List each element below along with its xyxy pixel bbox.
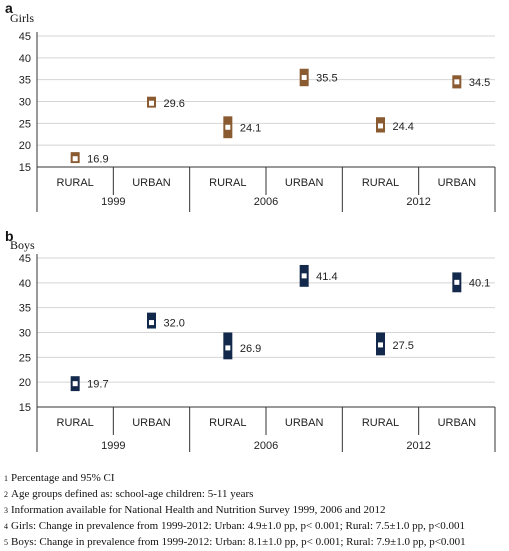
y-tick-label: 15 [19, 162, 31, 174]
footnote-number: 5 [4, 538, 8, 547]
data-point [300, 73, 308, 81]
x-tick-label: RURAL [57, 177, 94, 189]
data-point [148, 99, 155, 107]
data-point [377, 122, 384, 130]
y-tick-label: 35 [19, 75, 31, 87]
x-tick-label: URBAN [285, 417, 324, 429]
data-label: 19.7 [87, 379, 108, 391]
data-label: 27.5 [393, 340, 414, 352]
data-point [377, 341, 384, 349]
data-point [300, 272, 308, 280]
data-label: 35.5 [316, 72, 337, 84]
data-point [71, 380, 79, 388]
y-tick-label: 45 [19, 253, 31, 265]
footnote: 5 Boys: Change in prevalence from 1999-20… [4, 534, 466, 551]
y-tick-label: 30 [19, 97, 31, 109]
y-tick-label: 20 [19, 140, 31, 152]
footnote-number: 1 [4, 474, 8, 483]
data-point [453, 78, 461, 86]
data-label: 24.1 [240, 122, 261, 134]
group-label: 2012 [406, 440, 430, 452]
footnote-number: 2 [4, 490, 8, 499]
y-tick-label: 15 [19, 402, 31, 414]
x-tick-label: URBAN [438, 417, 477, 429]
footnote: 2 Age groups defined as: school-age child… [4, 486, 253, 503]
panel-title: Boys [10, 238, 35, 252]
group-label: 1999 [101, 440, 125, 452]
y-tick-label: 45 [19, 31, 31, 43]
y-tick-label: 25 [19, 352, 31, 364]
x-tick-label: RURAL [57, 417, 94, 429]
footnote-text: Age groups defined as: school-age childr… [11, 488, 254, 500]
panel-title: Girls [10, 11, 34, 25]
y-tick-label: 20 [19, 377, 31, 389]
footnote-number: 3 [4, 506, 8, 515]
x-tick-label: URBAN [132, 177, 171, 189]
data-label: 40.1 [469, 277, 490, 289]
y-tick-label: 30 [19, 328, 31, 340]
footnote-number: 4 [4, 522, 8, 531]
data-point [148, 319, 155, 327]
x-tick-label: URBAN [285, 177, 324, 189]
panel-letter: a [5, 0, 13, 16]
data-label: 16.9 [87, 154, 108, 166]
data-point [453, 278, 461, 286]
panel-letter: b [5, 228, 14, 244]
y-tick-label: 40 [19, 278, 31, 290]
x-tick-label: RURAL [209, 417, 246, 429]
footnote-text: Boys: Change in prevalence from 1999-201… [11, 536, 466, 548]
footnote-text: Girls: Change in prevalence from 1999-20… [11, 520, 466, 532]
data-label: 29.6 [164, 98, 185, 110]
x-tick-label: RURAL [362, 417, 399, 429]
data-label: 41.4 [316, 271, 337, 283]
footnote: 4 Girls: Change in prevalence from 1999-2… [4, 518, 465, 535]
footnote-text: Information available for National Healt… [11, 504, 386, 516]
x-tick-label: URBAN [132, 417, 171, 429]
group-label: 1999 [101, 196, 125, 208]
y-tick-label: 40 [19, 53, 31, 65]
data-label: 34.5 [469, 77, 490, 89]
data-point [224, 123, 232, 131]
x-tick-label: RURAL [362, 177, 399, 189]
data-label: 32.0 [164, 318, 185, 330]
group-label: 2006 [254, 440, 278, 452]
footnote: 3 Information available for National Heal… [4, 502, 386, 519]
data-point [71, 155, 79, 163]
y-tick-label: 35 [19, 303, 31, 315]
x-tick-label: URBAN [438, 177, 477, 189]
data-label: 24.4 [393, 121, 414, 133]
group-label: 2006 [254, 196, 278, 208]
footnote-text: Percentage and 95% CI [11, 472, 115, 484]
group-label: 2012 [406, 196, 430, 208]
y-tick-label: 25 [19, 118, 31, 130]
x-tick-label: RURAL [209, 177, 246, 189]
footnote: 1 Percentage and 95% CI [4, 470, 115, 487]
data-label: 26.9 [240, 343, 261, 355]
data-point [224, 344, 232, 352]
